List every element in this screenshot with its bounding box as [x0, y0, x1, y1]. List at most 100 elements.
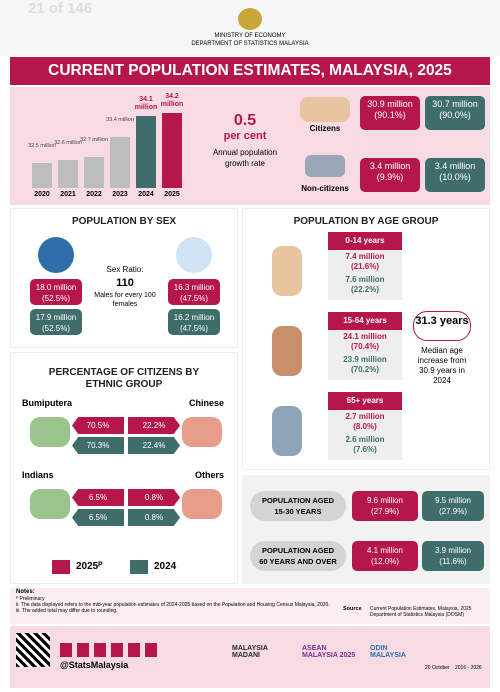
year-label: 2025 [164, 191, 180, 198]
value-text: 4.1 million [366, 546, 403, 555]
social-icons [60, 643, 160, 657]
female-avatar [176, 237, 212, 273]
bar-label: 32.6 million [54, 140, 82, 147]
value-text: 3.9 million [434, 546, 471, 555]
citizens-2025: 30.9 million (90.1%) [360, 96, 420, 130]
age-2024: 23.9 million (70.2%) [328, 355, 402, 375]
bar-label: 34.2 million [160, 93, 184, 108]
age-2024: 7.6 million (22.2%) [328, 275, 402, 295]
aged-2025: 4.1 million (12.0%) [352, 541, 418, 571]
growth-value: 0.5 [233, 112, 257, 129]
legend-swatch [130, 560, 148, 574]
logo-text: 2016 - 2026 [455, 665, 482, 671]
legend-label: 2024 [154, 561, 177, 572]
ethnic-value: 6.5% [72, 509, 124, 526]
value-text: 23.9 million [343, 355, 387, 364]
value-text: 2.6 million [345, 435, 385, 444]
year-label: 2022 [86, 191, 102, 198]
value-text: 60 YEARS AND OVER [259, 557, 337, 566]
value-text: (12.0%) [370, 557, 399, 566]
age-2025: 2.7 million (8.0%) [328, 412, 402, 432]
aged-rows: POPULATION AGED 15-30 YEARS 9.6 million (27… [242, 475, 490, 584]
title-banner: CURRENT POPULATION ESTIMATES, MALAYSIA, … [10, 57, 490, 85]
ratio-label: Sex Ratio: [106, 265, 144, 274]
department: DEPARTMENT OF STATISTICS MALAYSIA [191, 41, 309, 47]
notes-title: Notes: [16, 589, 35, 595]
person-icon [30, 489, 70, 519]
growth-label: Annual population growth rate [212, 148, 278, 168]
logo-text: 20 October [425, 665, 450, 671]
bar-label: 32.7 million [80, 137, 108, 144]
year-label: 2023 [112, 191, 128, 198]
age-header: 15-64 years [328, 312, 402, 330]
age-2024: 2.6 million (7.6%) [328, 435, 402, 455]
qr-code [16, 633, 50, 667]
bar [58, 160, 78, 188]
noncitizens-2024: 3.4 million (10.0%) [425, 158, 485, 192]
ethnic-section [10, 352, 238, 584]
logo [238, 8, 262, 30]
ratio-note: Males for every 100 females [94, 292, 156, 308]
age-values-bg [328, 250, 402, 300]
age-icon [272, 406, 302, 456]
value-text: (27.9%) [370, 507, 399, 516]
aged-2024: 9.5 million (27.9%) [422, 491, 484, 521]
age-values-bg [328, 410, 402, 460]
bar [32, 163, 52, 188]
value-text: 7.6 million [345, 275, 385, 284]
aged-label: POPULATION AGED 60 YEARS AND OVER [250, 541, 346, 571]
legend-label: 2025ᴾ [76, 561, 103, 572]
ethnic-value: 0.8% [128, 489, 180, 506]
logo-text: ASEAN MALAYSIA 2025 [302, 645, 356, 659]
value-text: (70.4%) [350, 342, 379, 351]
ethnic-value: 22.4% [128, 437, 180, 454]
median-age: 31.3 years [413, 311, 471, 341]
bar [136, 115, 156, 188]
aged-label: POPULATION AGED 15-30 YEARS [250, 491, 346, 521]
value-text: (22.2%) [350, 285, 379, 294]
value-text: POPULATION AGED [261, 546, 335, 555]
ratio-value: 110 [116, 277, 134, 289]
note: ᴾ Preliminary [16, 596, 45, 602]
age-header: 65+ years [328, 392, 402, 410]
ethnic-value: 6.5% [72, 489, 124, 506]
footer [10, 626, 490, 688]
bar [84, 157, 104, 188]
ethnic-rows: Bumiputera Chinese 70.5% 22.2% 70.3% 22.4% Ind… [10, 395, 238, 540]
year-label: 2021 [60, 191, 76, 198]
ethnic-name: Others [194, 470, 224, 480]
aged-2025: 9.6 million (27.9%) [352, 491, 418, 521]
source: Current Population Estimates, Malaysia, … [370, 606, 472, 618]
citizens-icon [300, 97, 350, 122]
aged-2024: 3.9 million (11.6%) [422, 541, 484, 571]
value-text: (70.2%) [350, 365, 379, 374]
bar-label: 33.4 million [106, 116, 134, 123]
median-note: Median age increase from 30.9 years in 2… [417, 346, 467, 385]
note: ii. The data displayed refers to the mid… [16, 602, 330, 608]
legend-swatch [52, 560, 70, 574]
value-text: 15-30 YEARS [274, 507, 322, 516]
age-icon [272, 326, 302, 376]
ethnic-value: 22.2% [128, 417, 180, 434]
bar [110, 136, 130, 188]
notes-section [10, 588, 490, 624]
notes-list: ᴾ Preliminary ii. The data displayed refe… [16, 596, 336, 614]
year-label: 2024 [138, 191, 154, 198]
person-icon [182, 417, 222, 447]
note: iii. The added total may differ due to r… [16, 608, 118, 614]
sex-title: POPULATION BY SEX [71, 216, 177, 227]
logo-text: ODIN MALAYSIA [370, 645, 406, 659]
age-groups: 0-14 years 7.4 million (21.6%) 7.6 million(… [242, 230, 490, 465]
logo-text: MALAYSIA MADANI [232, 645, 268, 659]
person-icon [30, 417, 70, 447]
noncitizens-icon [305, 155, 345, 177]
male-avatar [38, 237, 74, 273]
value-text: 2.7 million [345, 412, 385, 421]
handle: @StatsMalaysia [60, 660, 129, 670]
bar [162, 113, 182, 188]
value-text: (11.6%) [439, 557, 467, 566]
age-icon [272, 246, 302, 296]
source-label: Source [343, 606, 362, 612]
value-text: (8.0%) [353, 422, 377, 431]
